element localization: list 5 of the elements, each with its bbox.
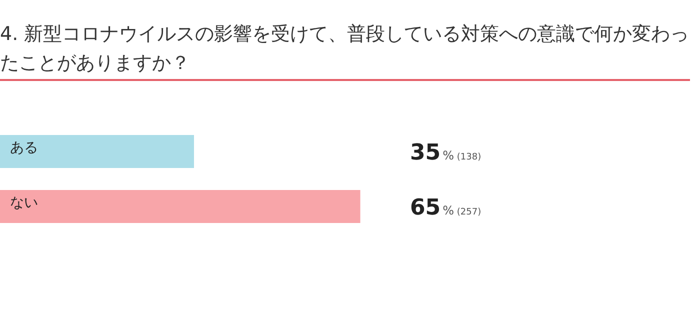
data-label: 35% (138) (410, 140, 482, 166)
y-tick-label: ない (10, 195, 38, 212)
data-label: 65% (257) (410, 196, 482, 220)
chart-title: 4. 新型コロナウイルスの影響を受けて、普段している対策への意識で何か変わったことがありますか？ (0, 22, 690, 76)
y-tick-label: ある (10, 140, 38, 156)
